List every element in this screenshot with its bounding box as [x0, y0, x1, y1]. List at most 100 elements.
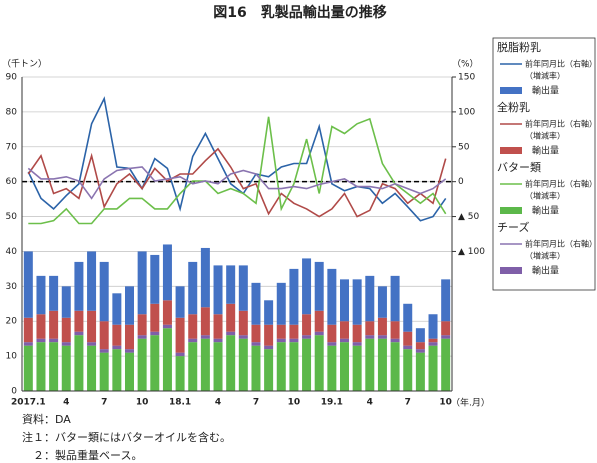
y2-tick-label: 0 — [458, 177, 464, 187]
bar — [61, 286, 71, 318]
bar — [377, 338, 387, 391]
legend-label: 前年同月比（右軸） — [525, 179, 597, 189]
x-tick-label: 10 — [288, 398, 301, 408]
bar — [162, 300, 172, 325]
bar — [352, 324, 362, 343]
bar — [238, 335, 248, 339]
note: ２：製品重量ベース。 — [22, 448, 142, 462]
x-tick-label: 4 — [215, 398, 221, 408]
y2-tick-label: ▲ 50 — [458, 212, 480, 222]
bar — [125, 352, 134, 391]
bar — [340, 279, 349, 322]
bar — [137, 338, 147, 391]
y2-tick-label: ▲ 100 — [458, 247, 485, 257]
bar — [314, 335, 324, 391]
x-tick-label: 4 — [367, 398, 373, 408]
y-tick-label: 60 — [6, 177, 18, 187]
bar — [87, 342, 97, 346]
y-tick-label: 10 — [6, 352, 18, 362]
bar — [365, 321, 375, 336]
bar — [49, 310, 59, 339]
bar — [87, 310, 97, 343]
bar — [112, 293, 122, 325]
bar — [264, 345, 274, 350]
x-tick-label: 7 — [101, 398, 107, 408]
x-tick-label: 2017.1 — [11, 398, 46, 408]
bar — [403, 303, 413, 332]
bar — [200, 247, 210, 308]
y-tick-label: 90 — [6, 73, 18, 83]
bar — [162, 324, 172, 329]
bar — [150, 335, 160, 391]
bar — [99, 352, 109, 391]
x-tick-label: 10 — [136, 398, 149, 408]
bar — [150, 303, 160, 332]
bar — [188, 314, 198, 339]
bar — [150, 254, 160, 304]
bar — [137, 314, 147, 336]
bar — [415, 328, 425, 343]
note: 資料：DA — [22, 412, 71, 426]
bar — [251, 345, 261, 391]
y2-axis-label: （%） — [452, 59, 479, 70]
bar — [112, 349, 122, 391]
bar — [74, 335, 84, 391]
legend-swatch — [500, 207, 522, 214]
bar — [213, 265, 223, 315]
bar — [390, 342, 400, 391]
legend-group-title: 全粉乳 — [497, 100, 530, 114]
legend-label: 輸出量 — [532, 85, 559, 97]
bar — [150, 331, 160, 336]
bar — [200, 338, 210, 391]
bar — [23, 317, 33, 343]
bar — [61, 345, 71, 391]
bar — [327, 324, 337, 343]
bar — [87, 251, 97, 311]
bar — [289, 338, 299, 343]
bar — [49, 342, 59, 391]
x-axis-label: （年.月） — [451, 397, 490, 409]
bar — [314, 331, 324, 336]
bar — [352, 342, 362, 346]
legend-swatch — [500, 147, 522, 154]
chart-title: 図16 乳製品輸出量の推移 — [213, 4, 386, 21]
legend-group-title: バター類 — [497, 161, 541, 174]
legend-note: （増減率） — [525, 251, 565, 261]
bar — [74, 310, 84, 332]
bar — [61, 317, 71, 343]
bar — [276, 324, 286, 339]
bar — [403, 331, 413, 346]
bar — [175, 317, 185, 353]
legend-swatch — [500, 87, 522, 94]
bar — [200, 335, 210, 339]
bar — [251, 342, 261, 346]
bar — [188, 261, 198, 315]
bar — [428, 345, 438, 391]
bar — [415, 342, 425, 350]
legend-note: （増減率） — [525, 131, 565, 141]
bar — [175, 286, 185, 318]
bar — [23, 342, 33, 346]
x-tick-label: 7 — [253, 398, 259, 408]
bar — [390, 275, 400, 322]
bar — [264, 300, 274, 325]
bar — [377, 335, 387, 339]
line — [28, 116, 447, 225]
legend-label: 前年同月比（右軸） — [525, 239, 597, 249]
bar — [390, 338, 400, 343]
bar — [428, 338, 438, 343]
x-tick-label: 19.1 — [321, 398, 343, 408]
x-tick-label: 4 — [63, 398, 69, 408]
bar — [162, 328, 172, 391]
bar — [276, 342, 286, 391]
bar — [403, 345, 413, 350]
bar — [112, 324, 122, 346]
bar — [226, 265, 236, 304]
bar — [23, 345, 33, 391]
bar — [125, 286, 134, 325]
bar — [125, 324, 134, 350]
bar — [289, 342, 299, 391]
bar — [213, 342, 223, 391]
bar — [327, 345, 337, 391]
y-tick-label: 50 — [6, 212, 18, 222]
